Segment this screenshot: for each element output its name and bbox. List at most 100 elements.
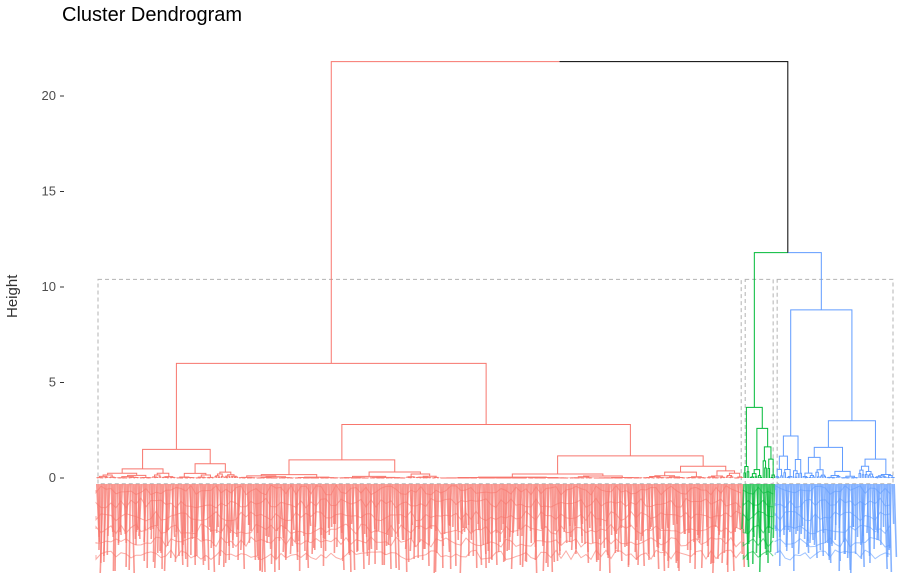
- dendrogram-branch: [260, 474, 318, 478]
- leaf-label: [883, 483, 888, 570]
- y-tick-label: 5: [49, 375, 56, 390]
- leaf-labels: [95, 483, 898, 574]
- leaf-label: [880, 483, 883, 546]
- leaf-label: [524, 483, 530, 562]
- leaf-label: [580, 483, 583, 544]
- dendrogram-branch: [410, 473, 431, 477]
- leaf-label: [484, 483, 487, 569]
- dendrogram-branch: [804, 472, 813, 477]
- dendrogram-branch: [759, 476, 763, 478]
- leaf-label: [818, 483, 822, 551]
- dendrogram-branch: [787, 252, 822, 310]
- leaf-label: [613, 483, 617, 532]
- dendrogram-branch: [557, 455, 704, 475]
- dendrogram-branch: [783, 472, 787, 478]
- leaf-label: [858, 483, 862, 546]
- leaf-label: [490, 483, 494, 560]
- dendrogram-branch: [330, 61, 560, 364]
- dendrogram-branch: [288, 459, 396, 475]
- leaf-label: [469, 483, 473, 541]
- leaf-label: [336, 483, 339, 548]
- dendrogram-branch: [745, 406, 763, 467]
- leaf-label: [662, 483, 665, 552]
- leaf-label: [447, 483, 450, 526]
- leaf-label: [424, 483, 427, 550]
- dendrogram-branch: [799, 472, 803, 478]
- leaf-label: [210, 483, 215, 549]
- leaf-label: [236, 483, 242, 530]
- dendrogram-branch: [234, 476, 238, 478]
- leaf-label: [645, 483, 650, 555]
- dendrogram-branch: [858, 473, 862, 478]
- leaf-label: [656, 483, 660, 549]
- dendrogram-branch: [767, 468, 771, 478]
- leaf-label: [377, 483, 381, 532]
- dendrogram-branch: [807, 456, 821, 474]
- leaf-label: [672, 483, 678, 564]
- leaf-label: [554, 483, 559, 562]
- leaf-label: [305, 483, 311, 561]
- leaf-label: [575, 483, 579, 555]
- dendrogram-branch: [865, 471, 872, 475]
- leaf-label: [445, 483, 451, 553]
- dendrogram-branch: [794, 476, 798, 478]
- dendrogram-branch: [224, 476, 228, 478]
- leaf-label: [529, 483, 532, 532]
- leaf-label: [732, 483, 736, 547]
- leaf-label: [532, 483, 536, 543]
- dendrogram-branch: [771, 474, 775, 478]
- leaf-label: [266, 483, 269, 544]
- y-axis: 0 5 10 15 20: [42, 88, 64, 485]
- dendrogram-branch: [864, 458, 887, 475]
- leaf-label: [219, 483, 224, 557]
- leaf-label: [785, 483, 790, 552]
- leaf-label: [368, 483, 373, 566]
- leaf-label: [240, 483, 245, 551]
- leaf-label: [805, 483, 811, 548]
- leaf-label: [328, 483, 331, 536]
- leaf-label: [723, 483, 728, 554]
- leaf-label: [98, 483, 101, 551]
- leaf-label: [311, 483, 315, 555]
- leaf-label: [128, 483, 132, 571]
- leaf-label: [413, 483, 418, 548]
- leaf-label: [796, 483, 800, 532]
- dendrogram-branch: [753, 469, 761, 476]
- dendrogram-branch: [164, 476, 174, 478]
- y-tick-label: 20: [42, 88, 56, 103]
- leaf-label: [302, 483, 305, 537]
- leaf-label: [774, 497, 891, 509]
- leaf-label: [95, 510, 742, 522]
- leaf-label: [146, 483, 149, 569]
- leaf-label: [434, 483, 438, 573]
- cluster-rect: [97, 278, 742, 485]
- leaf-label: [160, 483, 165, 554]
- leaf-label: [267, 483, 272, 538]
- leaf-label: [615, 483, 619, 535]
- leaf-label: [106, 483, 109, 556]
- leaf-label: [159, 483, 162, 552]
- leaf-label: [502, 483, 506, 563]
- leaf-label: [114, 483, 117, 572]
- leaf-label: [893, 483, 898, 558]
- dendrogram-branch: [214, 476, 218, 478]
- dendrogram-branch: [888, 475, 893, 478]
- leaf-label: [682, 483, 685, 532]
- dendrogram-branch: [780, 475, 783, 478]
- leaf-label: [99, 483, 104, 574]
- leaf-label: [232, 483, 237, 541]
- leaf-label: [755, 483, 760, 554]
- leaf-label: [387, 483, 392, 546]
- dendrogram-branch: [175, 362, 487, 450]
- leaf-label: [746, 483, 750, 561]
- leaf-label: [95, 549, 742, 561]
- leaf-label: [741, 483, 745, 530]
- leaf-label: [758, 483, 763, 573]
- y-tick-label: 15: [42, 184, 56, 199]
- dendrogram-branch: [875, 476, 882, 478]
- leaf-label: [472, 483, 475, 557]
- leaf-label: [459, 483, 464, 574]
- dendrogram-branch: [845, 475, 855, 478]
- leaf-label: [418, 483, 422, 530]
